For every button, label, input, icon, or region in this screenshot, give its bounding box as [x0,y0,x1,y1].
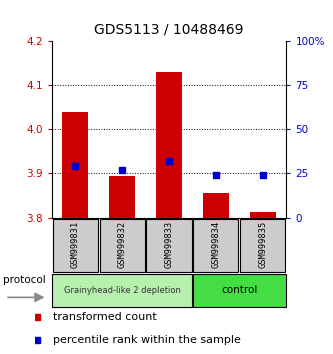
Bar [193,274,286,307]
Title: GDS5113 / 10488469: GDS5113 / 10488469 [94,23,244,37]
Bar [156,72,182,218]
Text: control: control [221,285,258,295]
Bar [52,274,192,307]
Text: GSM999832: GSM999832 [118,221,127,268]
Text: GSM999831: GSM999831 [71,221,80,268]
Text: GSM999833: GSM999833 [165,221,173,268]
Bar [147,219,191,272]
Bar [193,219,238,272]
Text: protocol: protocol [3,275,45,285]
Bar [100,219,145,272]
Text: percentile rank within the sample: percentile rank within the sample [53,335,240,345]
Bar [240,219,285,272]
Text: Grainyhead-like 2 depletion: Grainyhead-like 2 depletion [64,286,180,295]
Bar [62,112,88,218]
Bar [203,193,229,218]
Text: transformed count: transformed count [53,312,156,322]
Bar [109,176,135,218]
Text: GSM999834: GSM999834 [211,221,220,268]
Bar [53,219,98,272]
Text: GSM999835: GSM999835 [258,221,267,268]
Bar [250,212,276,218]
